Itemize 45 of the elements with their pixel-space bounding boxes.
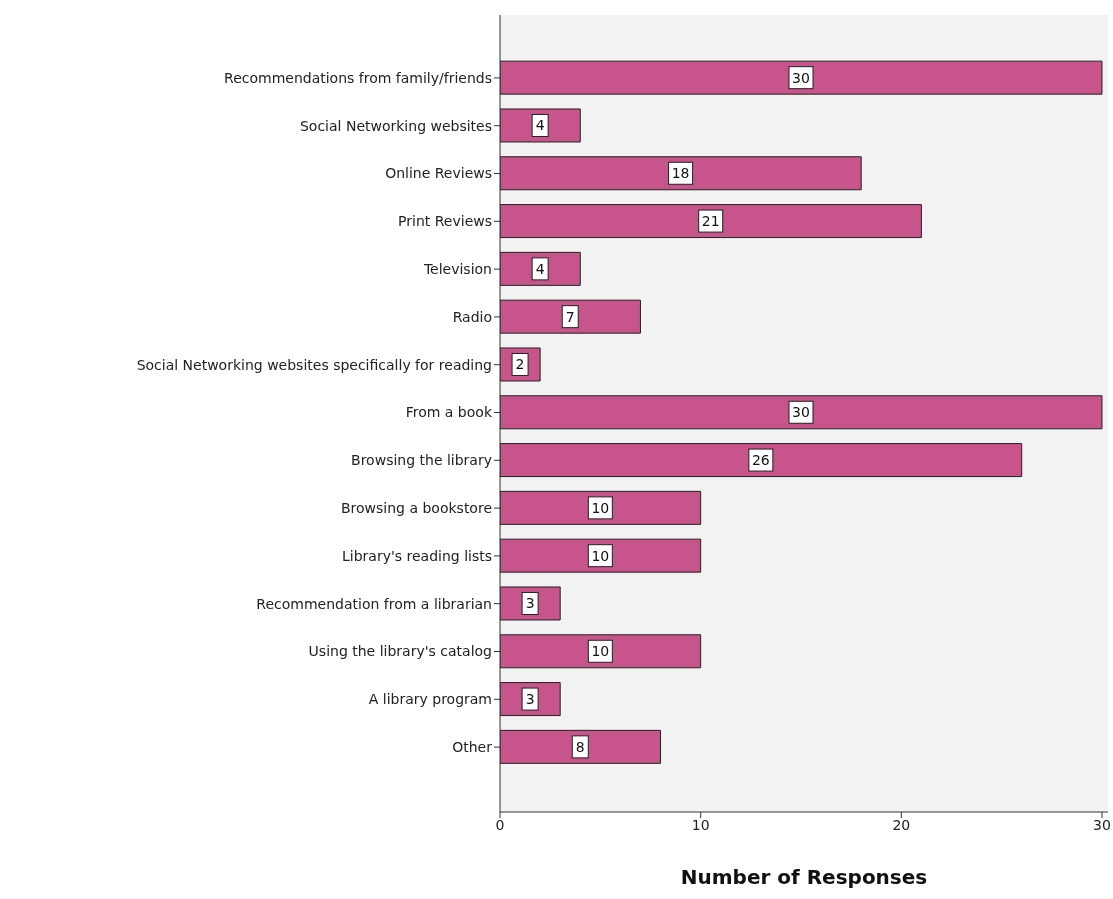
y-tick-label: Using the library's catalog [308, 643, 492, 660]
y-tick-label: Social Networking websites [299, 117, 492, 134]
data-label: 26 [751, 452, 770, 469]
y-tick-label: Radio [452, 308, 492, 325]
y-tick-label: From a book [405, 404, 493, 421]
x-tick-label: 20 [892, 816, 911, 833]
y-tick-label: Browsing a bookstore [340, 500, 492, 517]
data-label: 30 [792, 69, 810, 86]
bar [500, 60, 1103, 95]
y-tick-label: Social Networking websites specifically for reading [136, 356, 492, 373]
y-tick-label: Library's reading lists [341, 547, 492, 564]
data-label: 4 [535, 260, 545, 277]
data-label: 21 [701, 213, 720, 230]
data-label: 10 [591, 643, 610, 660]
data-label: 4 [535, 117, 545, 134]
data-label: 3 [525, 595, 535, 612]
bar [500, 729, 662, 764]
y-tick-label: Television [422, 261, 492, 278]
y-tick-label: Online Reviews [385, 165, 492, 182]
bar [500, 204, 922, 239]
y-tick-label: Recommendations from family/friends [224, 69, 492, 86]
y-tick-label: Print Reviews [398, 213, 492, 230]
data-label: 10 [591, 499, 610, 516]
bar [500, 634, 702, 669]
y-tick-label: Recommendation from a librarian [256, 595, 492, 612]
data-label: 10 [591, 547, 610, 564]
bar [500, 538, 702, 573]
y-tick-label: Other [452, 739, 493, 756]
bar [500, 490, 702, 525]
bar [500, 395, 1103, 430]
data-label: 7 [565, 308, 575, 325]
bar [500, 156, 862, 191]
data-label: 3 [525, 691, 535, 708]
x-tick-label: 30 [1093, 816, 1111, 833]
x-tick-label: 0 [495, 816, 505, 833]
x-tick-label: 10 [691, 816, 710, 833]
data-label: 8 [575, 738, 585, 755]
data-label: 18 [671, 165, 690, 182]
y-tick-label: A library program [368, 691, 492, 708]
data-label: 30 [792, 404, 810, 421]
x-axis-title: Number of Responses [680, 865, 928, 889]
data-label: 2 [515, 356, 525, 373]
bar [500, 443, 1023, 478]
bar [500, 299, 641, 334]
y-tick-label: Browsing the library [351, 452, 492, 469]
